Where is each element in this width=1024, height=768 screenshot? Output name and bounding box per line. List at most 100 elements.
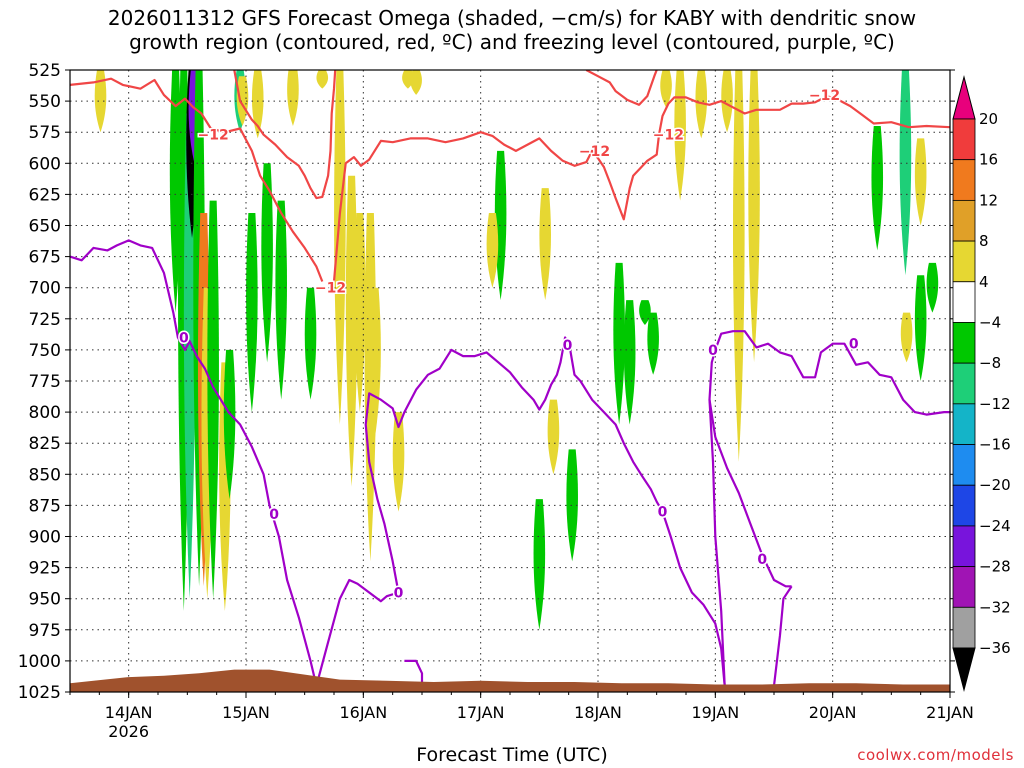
- x-axis-label: Forecast Time (UTC): [416, 744, 608, 766]
- omega-region: [494, 150, 507, 301]
- contour-label: 0: [708, 343, 718, 359]
- omega-region: [674, 70, 686, 201]
- omega-region: [304, 287, 317, 400]
- colorbar-swatch: [952, 240, 976, 283]
- omega-region: [539, 188, 551, 301]
- y-tick-label: 975: [29, 621, 61, 641]
- x-tick-label: 18JAN: [574, 703, 622, 722]
- freezing-level-contour: [708, 330, 950, 686]
- x-tick-label: 17JAN: [457, 703, 505, 722]
- omega-region: [223, 349, 236, 500]
- omega-shading: [94, 70, 939, 630]
- colorbar-swatch: [952, 362, 976, 405]
- omega-region: [207, 200, 219, 599]
- omega-region: [369, 287, 381, 437]
- x-tick-label: 14JAN: [105, 703, 153, 722]
- freezing-level-contour: [315, 578, 399, 687]
- omega-region: [623, 300, 636, 425]
- colorbar-swatch: [952, 484, 976, 527]
- omega-region: [733, 70, 745, 462]
- terrain-fill: [70, 669, 950, 692]
- x-tick-year: 2026: [108, 722, 149, 741]
- omega-region: [251, 70, 264, 139]
- freezing-level-contour: [708, 399, 792, 588]
- y-tick-label: 625: [29, 185, 61, 205]
- chart-title-line-1: 2026011312 GFS Forecast Omega (shaded, −…: [107, 6, 917, 30]
- freezing-level-contour: [364, 336, 726, 686]
- colorbar-swatch: [952, 118, 976, 161]
- terrain: [70, 669, 950, 692]
- colorbar-swatch: [952, 525, 976, 568]
- colorbar-label: −28: [979, 558, 1011, 576]
- omega-region: [94, 70, 107, 133]
- contour-label: 0: [849, 337, 859, 353]
- colorbar-swatch: [952, 159, 976, 201]
- y-tick-label: 525: [29, 61, 61, 81]
- omega-region: [287, 70, 299, 126]
- freezing-level-contour: [404, 659, 424, 686]
- y-tick-label: 725: [29, 310, 61, 330]
- contour-label: 0: [658, 505, 668, 521]
- omega-region: [486, 213, 499, 288]
- omega-region: [392, 412, 405, 512]
- contour-label: 0: [757, 552, 767, 568]
- dendritic-contour: [585, 70, 658, 106]
- y-tick-label: 1025: [18, 683, 61, 703]
- y-tick-label: 825: [29, 434, 61, 454]
- omega-region: [914, 275, 927, 381]
- dendritic-contour: [233, 70, 337, 200]
- colorbar-label: −8: [979, 354, 1001, 372]
- omega-region: [926, 262, 939, 313]
- omega-region: [566, 449, 578, 562]
- dendritic-contour: [332, 95, 950, 282]
- y-tick-label: 600: [29, 154, 61, 174]
- y-axis-ticks: 525 550 575 600 625 650 675 700 725 750 775 800 825 8…: [18, 61, 955, 703]
- omega-region: [261, 163, 273, 363]
- chart-title: 2026011312 GFS Forecast Omega (shaded, −…: [0, 6, 1024, 54]
- omega-region: [354, 213, 366, 413]
- y-tick-label: 575: [29, 123, 61, 143]
- contour-label: −12: [198, 128, 229, 144]
- colorbar-swatch: [952, 322, 976, 364]
- omega-region: [613, 262, 625, 425]
- colorbar-swatch: [952, 281, 976, 323]
- colorbar: 20 16 12 8 4 −4 −8 −12 −16 −20 −24 −28 −32 −36: [952, 75, 1011, 692]
- contour-label: 0: [179, 330, 189, 346]
- omega-region: [695, 70, 708, 139]
- dendritic-contour: [70, 77, 324, 282]
- colorbar-label: −24: [979, 517, 1011, 535]
- omega-region: [547, 399, 560, 475]
- freezing-level-contour: [772, 585, 793, 686]
- y-tick-label: 875: [29, 496, 61, 516]
- omega-region: [899, 70, 912, 276]
- omega-region: [660, 70, 672, 108]
- y-tick-label: 900: [29, 528, 61, 548]
- contour-label: −12: [809, 88, 840, 104]
- contour-label: 0: [394, 585, 404, 601]
- omega-region: [748, 70, 760, 363]
- omega-region: [900, 312, 913, 363]
- colorbar-label: −4: [979, 313, 1001, 331]
- y-tick-label: 550: [29, 92, 61, 112]
- omega-region: [871, 125, 884, 251]
- contour-label: 0: [563, 338, 573, 354]
- colorbar-label: 12: [979, 191, 998, 209]
- contour-label: −12: [653, 128, 684, 144]
- y-tick-label: 950: [29, 590, 61, 610]
- colorbar-label: −12: [979, 395, 1011, 413]
- x-tick-label: 19JAN: [691, 703, 739, 722]
- freezing-level-contour: [70, 239, 318, 687]
- omega-region: [533, 499, 546, 630]
- y-tick-label: 650: [29, 217, 61, 237]
- contour-label: −12: [579, 144, 610, 160]
- colorbar-swatch: [952, 606, 976, 649]
- y-tick-label: 775: [29, 372, 61, 392]
- colorbar-label: −20: [979, 476, 1011, 494]
- colorbar-top-triangle: [952, 75, 976, 120]
- colorbar-label: 4: [979, 273, 989, 291]
- colorbar-label: 20: [979, 110, 998, 128]
- y-tick-label: 675: [29, 248, 61, 268]
- omega-region: [183, 113, 196, 599]
- colorbar-swatch: [952, 444, 976, 486]
- credit-link[interactable]: coolwx.com/models: [857, 746, 1014, 764]
